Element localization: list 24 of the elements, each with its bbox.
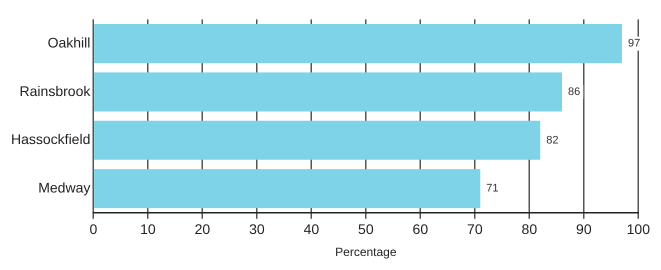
x-tick-label: 40 (304, 221, 320, 238)
y-tick-label: Oakhill (48, 34, 90, 50)
y-tick-label: Rainsbrook (20, 82, 92, 99)
data-label: 86 (568, 86, 580, 98)
x-tick-label: 60 (412, 221, 428, 238)
x-tick-label: 100 (626, 221, 650, 238)
x-tick-label: 80 (522, 221, 538, 238)
x-tick-label: 70 (467, 221, 483, 238)
data-label: 97 (628, 38, 640, 50)
x-tick-label: 90 (576, 221, 592, 238)
data-label: 82 (546, 134, 558, 146)
x-tick-label: 10 (140, 221, 156, 238)
x-tick-label: 50 (358, 221, 374, 238)
bar (94, 24, 622, 64)
bar (94, 72, 562, 112)
x-tick-label: 20 (194, 221, 210, 238)
bar (94, 169, 480, 208)
y-tick-label: Hassockfield (10, 131, 90, 148)
x-tick-label: 0 (89, 221, 98, 238)
data-label: 71 (486, 182, 499, 195)
x-tick-label: 30 (249, 221, 265, 238)
bar (94, 120, 540, 160)
x-axis-title: Percentage (335, 245, 397, 260)
y-tick-label: Medway (38, 179, 90, 196)
